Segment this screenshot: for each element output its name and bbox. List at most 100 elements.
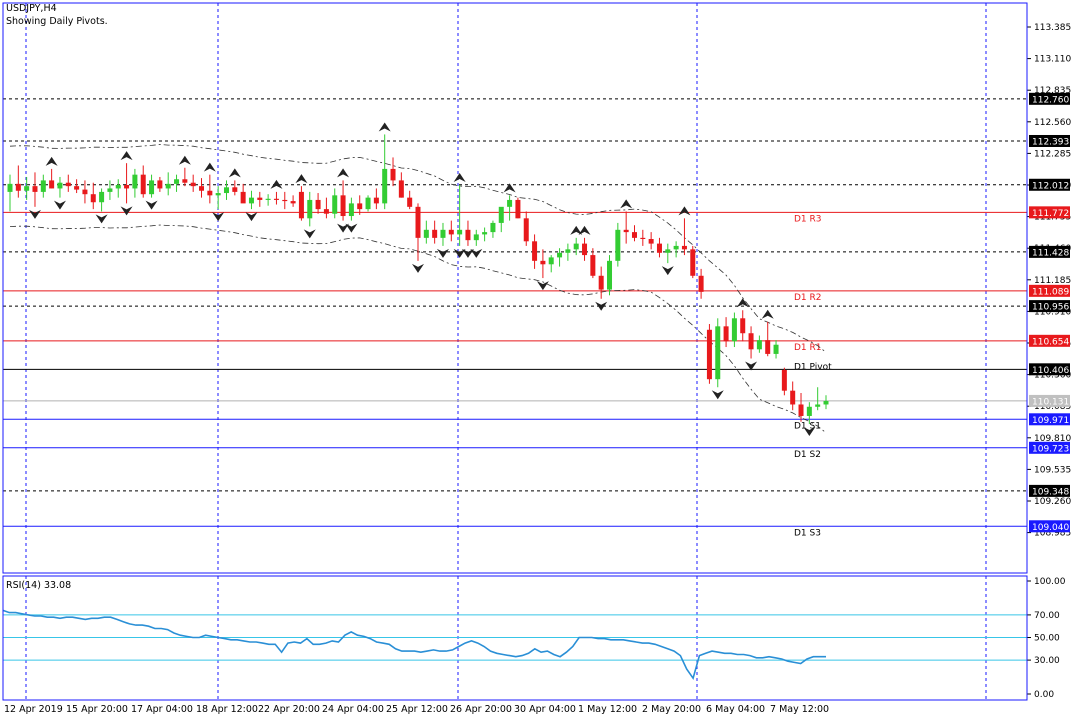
fractal-down-icon (345, 223, 358, 233)
fractal-down-icon (120, 206, 133, 216)
fractal-down-icon (145, 200, 158, 210)
fractal-down-icon (337, 223, 350, 233)
candle-up (24, 186, 30, 191)
fractal-up-icon (678, 206, 691, 216)
candle-up (57, 182, 63, 189)
pivot-price-tag (1029, 520, 1070, 533)
candle-down (582, 243, 588, 256)
candle-up (498, 206, 504, 223)
pivot-price-tag (1029, 413, 1070, 426)
candle-down (282, 199, 288, 202)
candle-up (665, 249, 671, 253)
candle-down (124, 185, 130, 189)
rsi-tick-label: 30.00 (1034, 656, 1060, 666)
candle-up (673, 245, 679, 250)
candle-up (132, 174, 138, 189)
x-tick-label: 25 Apr 12:00 (386, 704, 448, 715)
candle-up (490, 222, 496, 233)
price-tag-label: 112.012 (1032, 181, 1069, 191)
candle-up (365, 197, 371, 210)
y-tick-label: 110.360 (1034, 371, 1071, 381)
pivot-label: D1 S3 (794, 528, 821, 538)
fractal-down-icon (212, 212, 225, 222)
candle-down (448, 229, 454, 235)
fractal-down-icon (711, 390, 724, 400)
pivot-label: D1 R2 (794, 293, 822, 303)
pivot-label: D1 Pivot (794, 362, 832, 372)
candle-up (115, 185, 121, 189)
candle-up (440, 229, 446, 238)
candle-down (515, 199, 521, 219)
fractal-up-icon (45, 156, 58, 166)
fractal-down-icon (461, 248, 474, 258)
pivot-price-tag (1029, 206, 1070, 219)
fractal-up-icon (503, 183, 516, 193)
price-tag (1029, 178, 1070, 191)
fractal-down-icon (95, 214, 108, 224)
y-tick-label: 110.085 (1034, 402, 1071, 412)
rsi-tick-label: 0.00 (1034, 690, 1054, 700)
y-tick-label: 112.835 (1034, 86, 1071, 96)
y-tick-label: 110.910 (1034, 307, 1071, 317)
rsi-layer (2, 609, 1027, 681)
candle-down (523, 218, 529, 242)
y-tick-label: 109.260 (1034, 497, 1071, 507)
candle-up (756, 340, 762, 350)
candle-down (49, 180, 55, 189)
x-tick-label: 17 Apr 04:00 (131, 704, 193, 715)
candle-up (7, 183, 13, 192)
current-price-tag (1029, 394, 1070, 407)
candle-down (465, 229, 471, 241)
fractal-down-icon (453, 248, 466, 258)
frame-layer (2, 2, 1028, 701)
x-tick-label: 7 May 12:00 (770, 704, 829, 715)
price-tag-label: 109.348 (1032, 487, 1069, 497)
fractal-up-icon (453, 173, 466, 182)
candle-up (557, 252, 563, 258)
level-lines: D1 R3 D1 R2 D1 R1 D1 Pivot D1 S1 D1 S2 D1 S3 (3, 98, 1027, 538)
candles-layer (7, 134, 829, 425)
candle-down (315, 199, 321, 210)
candle-up (806, 406, 812, 416)
rsi-tick-label: 50.00 (1034, 634, 1060, 644)
fractal-down-icon (412, 263, 424, 273)
candle-down (298, 191, 304, 219)
candle-up (40, 180, 46, 192)
candle-down (432, 229, 438, 238)
candle-up (548, 257, 554, 265)
candle-down (190, 182, 196, 187)
fractal-down-icon (661, 266, 674, 276)
pivot-label: D1 R1 (794, 343, 822, 353)
candle-up (565, 249, 571, 253)
y-tick-label: 112.285 (1034, 149, 1071, 159)
pivot-label: D1 R3 (794, 214, 822, 224)
rsi-title: RSI(14) 33.08 (6, 580, 72, 591)
y-tick-label: 112.560 (1034, 118, 1071, 128)
candle-up (823, 401, 829, 405)
candle-down (781, 370, 787, 391)
fractal-down-icon (53, 200, 66, 210)
fractal-down-icon (436, 248, 449, 258)
y-tick-label: 109.535 (1034, 465, 1071, 475)
price-tag-label: 110.956 (1032, 303, 1069, 313)
y-tick-label: 109.810 (1034, 434, 1071, 444)
fractal-up-icon (570, 225, 583, 235)
pivot-price-tag (1029, 334, 1070, 347)
candle-up (715, 326, 721, 380)
y-tick-label: 113.110 (1034, 55, 1071, 65)
candle-up (348, 203, 354, 217)
fractal-up-icon (228, 168, 241, 178)
pivot-label: D1 S1 (794, 421, 821, 431)
candle-down (390, 168, 396, 181)
candle-down (199, 186, 205, 191)
price-tag-label: 112.760 (1032, 95, 1069, 105)
candle-up (607, 260, 613, 290)
candle-down (65, 182, 71, 187)
candle-up (473, 234, 479, 241)
x-tick-label: 2 May 20:00 (642, 704, 701, 715)
y-tick-label: 108.985 (1034, 529, 1071, 539)
candle-up (99, 191, 105, 203)
fractal-down-icon (536, 281, 549, 291)
candle-down (232, 187, 238, 192)
fractal-down-icon (745, 361, 758, 371)
